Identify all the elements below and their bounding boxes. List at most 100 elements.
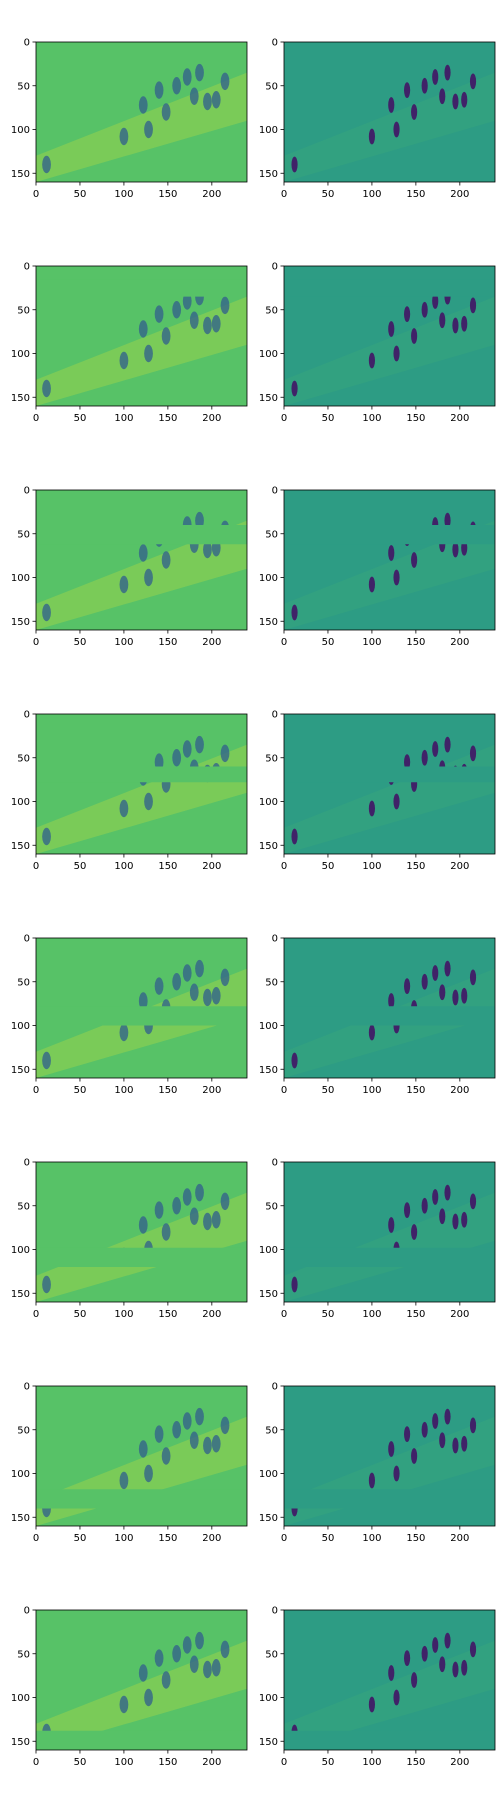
- x-tick-label: 200: [450, 413, 469, 424]
- image-figure-blob: [393, 345, 400, 362]
- y-tick-label: 50: [265, 305, 278, 316]
- image-figure-blob: [42, 827, 51, 846]
- y-tick-label: 150: [259, 169, 278, 180]
- y-tick-label: 100: [259, 125, 278, 136]
- x-tick-label: 150: [406, 1533, 425, 1544]
- axes-frame: [283, 265, 496, 407]
- image-figure-blob: [154, 977, 164, 995]
- x-tick-label: 150: [406, 413, 425, 424]
- image-figure-blob: [411, 104, 418, 120]
- image-figure-blob: [138, 1440, 148, 1458]
- image-figure-blob: [220, 744, 230, 763]
- image-figure-blob: [195, 63, 204, 82]
- image-figure-blob: [211, 987, 221, 1005]
- image-area: [36, 938, 247, 1078]
- x-tick-label: 100: [114, 413, 133, 424]
- image-figure-blob: [211, 1435, 221, 1453]
- image-area: [284, 490, 495, 630]
- y-tick-label: 150: [11, 1737, 30, 1748]
- image-figure-blob: [195, 959, 204, 978]
- x-tick-label: 200: [202, 1085, 221, 1096]
- image-figure-blob: [368, 800, 375, 817]
- panel-r8-left: 0 50 100 150 200 0 50 100 150: [11, 1606, 248, 1768]
- x-tick-label: 0: [281, 189, 287, 200]
- image-figure-blob: [393, 1689, 400, 1706]
- image-masked-band: [284, 279, 495, 297]
- image-figure-blob: [469, 73, 477, 90]
- image-figure-blob: [182, 1188, 192, 1206]
- x-tick-label: 50: [74, 1533, 87, 1544]
- image-figure-blob: [469, 745, 477, 762]
- y-tick-label: 50: [17, 977, 30, 988]
- image-figure-blob: [432, 1189, 439, 1205]
- image-figure-blob: [404, 754, 411, 770]
- image-figure-blob: [388, 545, 395, 561]
- x-tick-label: 0: [281, 1085, 287, 1096]
- y-tick-label: 50: [17, 1649, 30, 1660]
- panel-r8-right: 0 50 100 150 200 0 50 100 150: [259, 1606, 496, 1768]
- image-figure-blob: [182, 1636, 192, 1654]
- y-tick-label: 50: [17, 305, 30, 316]
- y-tick-label: 150: [259, 393, 278, 404]
- image-area: [284, 1162, 495, 1302]
- image-figure-blob: [220, 72, 230, 91]
- y-tick-label: 100: [11, 1245, 30, 1256]
- panel-r5-left: 0 50 100 150 200 0 50 100 150: [11, 934, 248, 1096]
- image-figure-blob: [393, 121, 400, 138]
- image-figure-blob: [411, 328, 418, 344]
- x-tick-label: 100: [114, 1757, 133, 1768]
- x-tick-label: 50: [74, 413, 87, 424]
- image-figure-blob: [388, 321, 395, 337]
- x-tick-label: 0: [33, 1309, 39, 1320]
- image-area: [36, 490, 247, 630]
- image-figure-blob: [368, 1472, 375, 1489]
- y-tick-label: 50: [265, 1649, 278, 1660]
- x-tick-label: 50: [322, 1309, 335, 1320]
- image-figure-blob: [368, 576, 375, 593]
- x-tick-label: 200: [450, 637, 469, 648]
- image-figure-blob: [119, 799, 129, 818]
- x-tick-label: 50: [322, 413, 335, 424]
- image-masked-band: [284, 1489, 495, 1509]
- image-figure-blob: [452, 1437, 459, 1454]
- image-figure-blob: [411, 1448, 418, 1464]
- y-tick-label: 50: [17, 81, 30, 92]
- image-figure-blob: [432, 293, 439, 309]
- y-tick-label: 50: [17, 1425, 30, 1436]
- y-tick-label: 100: [259, 1021, 278, 1032]
- x-tick-label: 150: [158, 637, 177, 648]
- image-masked-band: [284, 1247, 495, 1267]
- x-tick-label: 50: [322, 1085, 335, 1096]
- image-area: [36, 266, 247, 406]
- panel-r6-left: 0 50 100 150 200 0 50 100 150: [11, 1158, 248, 1320]
- y-tick-label: 100: [11, 573, 30, 584]
- image-area: [284, 1610, 495, 1750]
- image-figure-blob: [119, 1695, 129, 1714]
- y-tick-label: 150: [11, 1289, 30, 1300]
- x-tick-label: 100: [362, 1309, 381, 1320]
- image-figure-blob: [211, 91, 221, 109]
- image-figure-blob: [189, 311, 199, 329]
- image-figure-blob: [368, 128, 375, 145]
- image-figure-blob: [119, 351, 129, 370]
- image-figure-blob: [291, 380, 298, 397]
- image-figure-blob: [189, 1431, 199, 1449]
- image-figure-blob: [154, 305, 164, 323]
- image-figure-blob: [461, 1435, 468, 1452]
- image-figure-blob: [144, 1464, 153, 1483]
- panel-r3-right: 0 50 100 150 200 0 50 100 150: [259, 486, 496, 648]
- x-tick-label: 0: [281, 1757, 287, 1768]
- y-tick-label: 100: [259, 1469, 278, 1480]
- panel-r1-left: 0 50 100 150 200 0 50 100 150: [11, 38, 248, 200]
- image-figure-blob: [119, 127, 129, 146]
- image-figure-blob: [461, 987, 468, 1004]
- x-tick-label: 0: [281, 1533, 287, 1544]
- x-tick-label: 0: [33, 189, 39, 200]
- x-tick-label: 200: [450, 1533, 469, 1544]
- image-masked-band: [284, 1006, 495, 1026]
- x-tick-label: 150: [158, 1085, 177, 1096]
- image-masked-band: [36, 1730, 247, 1750]
- image-figure-blob: [42, 1051, 51, 1070]
- image-figure-blob: [144, 344, 153, 363]
